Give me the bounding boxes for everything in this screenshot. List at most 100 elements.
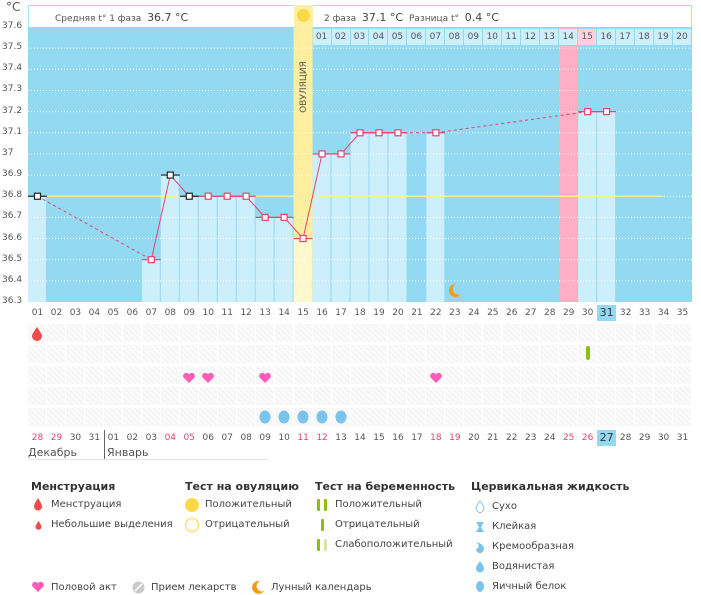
marker-cell[interactable] (84, 345, 103, 363)
marker-cell[interactable] (616, 387, 635, 405)
calendar-date-label[interactable]: 28 (619, 433, 632, 443)
marker-cell[interactable] (502, 387, 521, 405)
marker-cell[interactable] (46, 408, 65, 426)
calendar-date-label[interactable]: 04 (164, 433, 177, 443)
marker-cell[interactable] (521, 345, 540, 363)
marker-cell[interactable] (521, 324, 540, 342)
marker-cell[interactable] (635, 324, 654, 342)
marker-cell[interactable] (559, 324, 578, 342)
calendar-date-label[interactable]: 14 (354, 433, 366, 443)
marker-cell[interactable] (445, 345, 464, 363)
marker-cell[interactable] (217, 387, 236, 405)
marker-cell[interactable] (350, 408, 369, 426)
marker-cell[interactable] (654, 324, 673, 342)
marker-cell[interactable] (179, 324, 198, 342)
marker-cell[interactable] (274, 387, 293, 405)
marker-cell[interactable] (46, 387, 65, 405)
marker-cell[interactable] (578, 387, 597, 405)
marker-cell[interactable] (46, 324, 65, 342)
marker-cell[interactable] (255, 345, 274, 363)
marker-cell[interactable] (122, 366, 141, 384)
marker-cell[interactable] (141, 408, 160, 426)
calendar-date-label[interactable]: 31 (88, 433, 101, 443)
marker-cell[interactable] (388, 408, 407, 426)
marker-cell[interactable] (274, 324, 293, 342)
cycle-day-label[interactable]: 02 (50, 308, 63, 318)
calendar-date-label[interactable]: 23 (525, 433, 537, 443)
marker-cell[interactable] (312, 387, 331, 405)
calendar-date-label[interactable]: 27 (597, 430, 617, 446)
marker-cell[interactable] (578, 366, 597, 384)
marker-cell[interactable] (274, 345, 293, 363)
cycle-day-label[interactable]: 28 (543, 308, 556, 318)
marker-cell[interactable] (464, 408, 483, 426)
marker-cell[interactable] (84, 324, 103, 342)
calendar-date-label[interactable]: 18 (430, 433, 442, 443)
marker-cell[interactable] (464, 324, 483, 342)
calendar-date-label[interactable]: 30 (69, 433, 82, 443)
marker-cell[interactable] (388, 366, 407, 384)
calendar-date-label[interactable]: 20 (468, 433, 480, 443)
marker-cell[interactable] (369, 387, 388, 405)
marker-cell[interactable] (673, 387, 692, 405)
marker-cell[interactable] (673, 366, 692, 384)
cycle-day-label[interactable]: 31 (597, 305, 617, 321)
cycle-day-label[interactable]: 19 (373, 308, 385, 318)
calendar-date-label[interactable]: 12 (316, 433, 328, 443)
marker-cell[interactable] (426, 387, 445, 405)
marker-cell[interactable] (635, 345, 654, 363)
marker-cell[interactable] (312, 324, 331, 342)
marker-cell[interactable] (293, 387, 312, 405)
marker-cell[interactable] (483, 366, 502, 384)
calendar-date-label[interactable]: 21 (487, 433, 499, 443)
marker-cell[interactable] (141, 345, 160, 363)
marker-cell[interactable] (540, 324, 559, 342)
cycle-day-label[interactable]: 34 (657, 308, 670, 318)
calendar-date-label[interactable]: 28 (31, 433, 44, 443)
marker-cell[interactable] (597, 387, 616, 405)
marker-cell[interactable] (198, 324, 217, 342)
cycle-day-label[interactable]: 21 (411, 308, 423, 318)
marker-cell[interactable] (616, 345, 635, 363)
marker-cell[interactable] (46, 345, 65, 363)
marker-cell[interactable] (559, 366, 578, 384)
marker-cell[interactable] (540, 408, 559, 426)
marker-cell[interactable] (521, 387, 540, 405)
marker-cell[interactable] (312, 345, 331, 363)
cycle-day-label[interactable]: 09 (183, 308, 195, 318)
marker-cell[interactable] (369, 324, 388, 342)
marker-cell[interactable] (84, 366, 103, 384)
marker-cell[interactable] (65, 366, 84, 384)
marker-cell[interactable] (179, 345, 198, 363)
calendar-date-label[interactable]: 05 (183, 433, 195, 443)
cycle-day-label[interactable]: 17 (335, 308, 347, 318)
marker-cell[interactable] (84, 387, 103, 405)
cycle-day-label[interactable]: 08 (164, 308, 177, 318)
cycle-day-label[interactable]: 29 (562, 308, 575, 318)
marker-cell[interactable] (103, 366, 122, 384)
marker-cell[interactable] (236, 324, 255, 342)
marker-cell[interactable] (445, 387, 464, 405)
marker-cell[interactable] (103, 324, 122, 342)
cycle-day-label[interactable]: 03 (69, 308, 82, 318)
marker-cell[interactable] (198, 408, 217, 426)
calendar-date-label[interactable]: 16 (392, 433, 404, 443)
marker-cell[interactable] (28, 345, 46, 363)
marker-cell[interactable] (464, 345, 483, 363)
calendar-date-label[interactable]: 30 (657, 433, 670, 443)
marker-cell[interactable] (673, 408, 692, 426)
marker-cell[interactable] (654, 345, 673, 363)
marker-cell[interactable] (331, 345, 350, 363)
calendar-date-label[interactable]: 02 (126, 433, 139, 443)
cycle-day-label[interactable]: 32 (619, 308, 632, 318)
marker-cell[interactable] (445, 324, 464, 342)
marker-cell[interactable] (293, 324, 312, 342)
marker-cell[interactable] (65, 408, 84, 426)
cycle-day-label[interactable]: 11 (221, 308, 233, 318)
marker-cell[interactable] (540, 387, 559, 405)
marker-cell[interactable] (502, 345, 521, 363)
cycle-day-label[interactable]: 24 (468, 308, 480, 318)
marker-cell[interactable] (426, 345, 445, 363)
cycle-day-label[interactable]: 04 (88, 308, 101, 318)
calendar-date-label[interactable]: 08 (240, 433, 252, 443)
